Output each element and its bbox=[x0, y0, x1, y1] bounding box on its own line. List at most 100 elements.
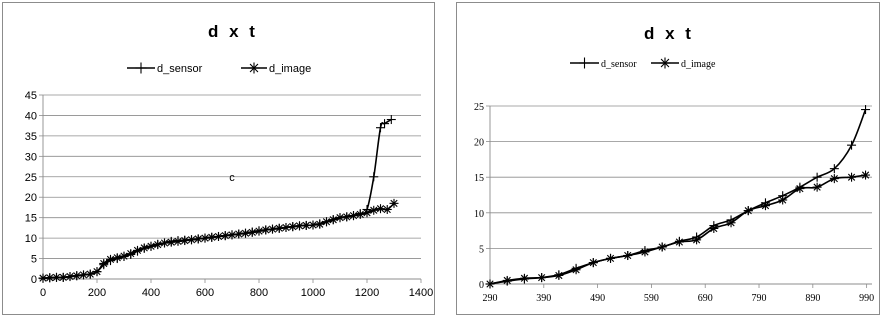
chart-left-series-d_image-points bbox=[38, 198, 399, 283]
chart-left-point-d_image bbox=[234, 229, 244, 239]
chart-right-point-d_image bbox=[537, 273, 547, 283]
chart-left-point-d_image bbox=[349, 211, 358, 221]
chart-right-point-d_image bbox=[795, 184, 805, 194]
chart-right-xtick-label: 390 bbox=[536, 293, 551, 304]
chart-right-point-d_image bbox=[485, 279, 495, 289]
chart-left-xtick-label: 0 bbox=[40, 287, 46, 299]
chart-left-point-d_image bbox=[166, 237, 176, 247]
chart-left-point-d_image bbox=[369, 205, 379, 215]
chart-left-point-d_image bbox=[112, 253, 122, 263]
chart-left-point-d_image bbox=[328, 215, 338, 225]
chart-left-annotation: c bbox=[229, 172, 235, 184]
chart-right-xtick-label: 790 bbox=[752, 293, 767, 304]
chart-right-xtick-label: 290 bbox=[483, 293, 498, 304]
chart-left-legend-label-d_image: d_image bbox=[269, 63, 311, 75]
chart-left-xtick-label: 600 bbox=[196, 287, 214, 299]
chart-right-point-d_image bbox=[829, 174, 839, 184]
chart-left-ytick-label: 5 bbox=[31, 254, 37, 266]
chart-left-point-d_image bbox=[119, 251, 129, 261]
chart-left-ytick-label: 0 bbox=[31, 274, 37, 286]
chart-right-ytick-label: 20 bbox=[474, 138, 484, 149]
chart-left-xtick-label: 1400 bbox=[409, 287, 433, 299]
chart-left-point-d_image bbox=[180, 236, 190, 246]
chart-left-point-d_sensor bbox=[386, 115, 396, 125]
chart-left-ytick-label: 30 bbox=[25, 151, 37, 163]
chart-left-point-d_image bbox=[376, 204, 385, 214]
chart-left-xtick-label: 1200 bbox=[355, 287, 379, 299]
chart-right-ytick-label: 0 bbox=[479, 280, 484, 291]
chart-left-point-d_image bbox=[173, 236, 183, 246]
chart-right-point-d_image bbox=[657, 242, 667, 252]
chart-right-point-d_image bbox=[571, 265, 581, 275]
chart-left-point-d_image bbox=[193, 234, 203, 244]
chart-right-xtick-label: 490 bbox=[590, 293, 605, 304]
chart-right-xtick-label: 890 bbox=[805, 293, 820, 304]
chart-left-point-d_image bbox=[200, 233, 210, 243]
chart-left-point-d_image bbox=[65, 272, 75, 282]
chart-left-series-d_sensor-points bbox=[38, 115, 396, 283]
chart-left-point-d_image bbox=[99, 258, 109, 268]
chart-left-point-d_image bbox=[335, 213, 345, 223]
chart-left-point-d_image bbox=[281, 222, 291, 232]
chart-left-point-d_image bbox=[382, 204, 392, 214]
chart-left-point-d_image bbox=[355, 209, 365, 219]
chart-left-point-d_image bbox=[315, 219, 325, 229]
chart-right-series-d_sensor-points bbox=[485, 105, 871, 289]
chart-left-xtick-label: 200 bbox=[88, 287, 106, 299]
chart-right-title: d x t bbox=[644, 24, 694, 43]
chart-right-point-d_sensor bbox=[812, 172, 822, 182]
chart-left-point-d_image bbox=[254, 226, 264, 236]
chart-right-xtick-label: 990 bbox=[859, 293, 874, 304]
chart-right-point-d_image bbox=[743, 206, 753, 216]
chart-right-series-d_image-line bbox=[489, 174, 866, 285]
chart-left-point-d_sensor bbox=[369, 172, 379, 182]
chart-right-legend-marker-d_sensor bbox=[579, 57, 590, 69]
chart-left-ytick-label: 45 bbox=[25, 90, 37, 102]
chart-left-point-d_image bbox=[322, 217, 331, 227]
chart-left-point-d_image bbox=[106, 254, 115, 264]
chart-left-ytick-label: 10 bbox=[25, 233, 37, 245]
chart-right-point-d_sensor bbox=[861, 105, 871, 115]
chart-right-ytick-label: 25 bbox=[474, 102, 484, 113]
chart-left-point-d_image bbox=[207, 232, 217, 242]
chart-right-point-d_image bbox=[778, 195, 788, 205]
chart-left-point-d_image bbox=[342, 212, 352, 222]
chart-right-point-d_image bbox=[674, 237, 684, 247]
chart-left-ytick-label: 35 bbox=[25, 131, 37, 143]
chart-left-point-d_image bbox=[389, 198, 399, 208]
chart-left-point-d_image bbox=[133, 245, 142, 255]
chart-left-ytick-label: 20 bbox=[25, 192, 37, 204]
chart-left-point-d_image bbox=[139, 243, 149, 253]
chart-right: d x t 0 5 10 15 20 25 290 390 490 590 690 790 890 990 d… bbox=[456, 2, 880, 315]
chart-right-ytick-label: 15 bbox=[474, 173, 484, 184]
chart-right-plot: d x t 0 5 10 15 20 25 290 390 490 590 690 790 890 990 d… bbox=[474, 24, 874, 304]
chart-left-point-d_image bbox=[126, 249, 136, 259]
chart-left-plot: d x t 0 5 10 15 20 25 30 35 40 45 0 200 400 600 800 1000… bbox=[25, 22, 433, 299]
chart-left-point-d_image bbox=[72, 271, 82, 281]
chart-right-point-d_image bbox=[726, 218, 736, 228]
chart-right-point-d_image bbox=[588, 258, 598, 268]
chart-right-point-d_image bbox=[554, 270, 564, 280]
chart-left-legend-marker-d_sensor bbox=[135, 62, 147, 74]
chart-left-point-d_image bbox=[58, 272, 68, 282]
chart-left-point-d_image bbox=[288, 222, 298, 232]
chart-right-point-d_image bbox=[606, 253, 616, 263]
chart-left-point-d_image bbox=[274, 223, 284, 233]
chart-left-point-d_image bbox=[220, 231, 230, 241]
chart-left-point-d_sensor bbox=[376, 123, 385, 133]
chart-right-legend-marker-d_image bbox=[659, 57, 671, 69]
chart-right-point-d_image bbox=[847, 172, 857, 182]
chart-right-point-d_image bbox=[812, 182, 822, 192]
chart-left-point-d_image bbox=[268, 224, 277, 234]
chart-right-point-d_image bbox=[760, 201, 770, 211]
chart-left-point-d_sensor bbox=[380, 119, 390, 129]
chart-left-point-d_image bbox=[146, 241, 156, 251]
chart-left-legend-label-d_sensor: d_sensor bbox=[157, 63, 203, 75]
chart-left-point-d_image bbox=[85, 269, 95, 279]
chart-right-point-d_sensor bbox=[829, 164, 839, 174]
chart-left-point-d_image bbox=[247, 227, 257, 237]
chart-right-point-d_image bbox=[640, 247, 650, 257]
chart-left-point-d_image bbox=[187, 235, 196, 245]
chart-right-point-d_image bbox=[623, 251, 633, 261]
chart-right-point-d_sensor bbox=[847, 140, 857, 150]
